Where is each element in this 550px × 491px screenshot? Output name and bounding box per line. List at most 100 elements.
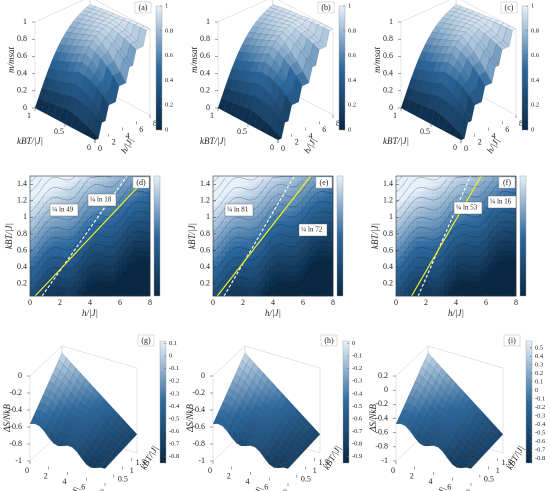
contour-cell: [444, 236, 449, 242]
contour-cell: [78, 276, 83, 282]
contour-cell: [408, 221, 413, 227]
contour-cell: [265, 186, 270, 192]
contour-line: [404, 231, 517, 293]
contour-cell: [142, 261, 147, 267]
contour-cell: [62, 201, 67, 207]
z-tick-label: 0.6: [383, 51, 393, 60]
contour-cell: [245, 231, 250, 237]
contour-cell: [325, 286, 330, 292]
contour-cell: [508, 256, 513, 262]
colorbar-tick-label: 0.8: [531, 27, 539, 34]
contour-cell: [58, 281, 63, 287]
x-tick-label: 6: [81, 482, 85, 491]
y-tick-label: 1: [313, 466, 317, 475]
colorbar-tick-label: 0.2: [535, 370, 543, 377]
contour-cell: [416, 231, 421, 237]
contour-cell: [484, 206, 489, 212]
contour-cell: [106, 226, 111, 232]
contour-cell: [412, 261, 417, 267]
contour-cell: [273, 291, 278, 297]
contour-cell: [253, 181, 258, 187]
contour-cell: [444, 186, 449, 192]
contour-cell: [118, 231, 123, 237]
colorbar-tick-label: -0.8: [352, 441, 362, 448]
contour-cell: [468, 196, 473, 202]
contour-cell: [70, 291, 75, 297]
contour-cell: [34, 261, 39, 267]
contour-cell: [448, 181, 453, 187]
contour-cell: [66, 246, 71, 252]
contour-cell: [110, 291, 115, 297]
contour-cell: [480, 291, 485, 297]
panel-label-box: [137, 334, 155, 347]
contour-cell: [480, 221, 485, 227]
contour-cell: [94, 236, 99, 242]
contour-cell: [440, 271, 445, 277]
contour-cell: [285, 221, 290, 227]
contour-cell: [500, 191, 505, 197]
y-axis-label: kBT/|J|: [383, 136, 409, 146]
contour-cell: [213, 196, 218, 202]
contour-cell: [305, 261, 310, 267]
contour-cell: [249, 186, 254, 192]
contour-cell: [404, 206, 409, 212]
contour-cell: [221, 206, 226, 212]
colorbar-tick-label: 0: [531, 126, 534, 133]
contour-cell: [102, 286, 107, 292]
contour-cell: [281, 271, 286, 277]
contour-cell: [42, 231, 47, 237]
contour-cell: [122, 271, 127, 277]
contour-cell: [301, 266, 306, 272]
contour-cell: [62, 266, 67, 272]
contour-cell: [110, 226, 115, 232]
contour-cell: [118, 226, 123, 232]
contour-cell: [86, 241, 91, 247]
contour-cell: [484, 201, 489, 207]
contour-cell: [30, 211, 35, 217]
contour-cell: [444, 206, 449, 212]
contour-line: [497, 291, 517, 295]
contour-cell: [396, 216, 401, 222]
contour-cell: [78, 216, 83, 222]
contour-cell: [229, 271, 234, 277]
contour-cell: [273, 201, 278, 207]
contour-cell: [404, 241, 409, 247]
contour-cell: [249, 226, 254, 232]
contour-cell: [468, 276, 473, 282]
z-tick-label: -1: [15, 456, 22, 465]
contour-cell: [110, 216, 115, 222]
contour-cell: [313, 291, 318, 297]
contour-cell: [237, 201, 242, 207]
contour-cell: [508, 276, 513, 282]
contour-cell: [416, 211, 421, 217]
contour-cell: [42, 271, 47, 277]
contour-cell: [38, 206, 43, 212]
contour-cell: [289, 251, 294, 257]
contour-cell: [408, 196, 413, 202]
contour-cell: [404, 261, 409, 267]
contour-cell: [245, 236, 250, 242]
contour-cell: [289, 181, 294, 187]
contour-cell: [38, 281, 43, 287]
contour-cell: [396, 271, 401, 277]
contour-cell: [281, 231, 286, 237]
contour-cell: [321, 256, 326, 262]
contour-cell: [396, 191, 401, 197]
contour-cell: [460, 196, 465, 202]
contour-cell: [58, 181, 63, 187]
contour-cell: [142, 281, 147, 287]
contour-cell: [34, 216, 39, 222]
contour-cell: [452, 231, 457, 237]
contour-cell: [464, 251, 469, 257]
contour-cell: [404, 186, 409, 192]
contour-cell: [261, 211, 266, 217]
contour-cell: [420, 236, 425, 242]
annotation: ¼ ln 49: [52, 206, 74, 214]
contour-cell: [257, 256, 262, 262]
surface-patch: [282, 94, 292, 122]
contour-cell: [456, 241, 461, 247]
contour-cell: [213, 256, 218, 262]
contour-cell: [78, 206, 83, 212]
contour-cell: [138, 231, 143, 237]
contour-cell: [58, 286, 63, 292]
